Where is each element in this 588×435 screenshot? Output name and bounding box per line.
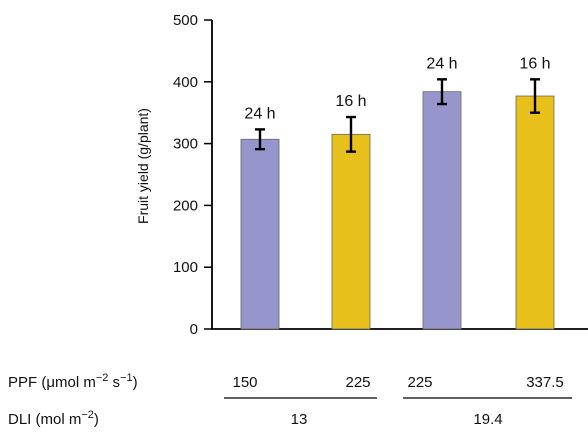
bar [331, 133, 371, 330]
y-axis-label: Fruit yield (g/plant) [135, 108, 151, 224]
bar-label: 16 h [519, 55, 550, 72]
bar-label: 16 h [335, 93, 366, 110]
bar-label: 24 h [244, 105, 275, 122]
ppf-value-2: 225 [345, 374, 370, 391]
bar [422, 91, 462, 330]
bar-label: 24 h [426, 55, 457, 72]
y-tick-label: 400 [173, 74, 198, 91]
bar [240, 138, 280, 330]
y-tick-label: 0 [190, 321, 198, 338]
y-ticks: 0 100 200 300 400 500 [173, 12, 212, 338]
y-tick-label: 300 [173, 136, 198, 153]
ppf-value-1: 150 [232, 374, 257, 391]
bars: 24 h 16 h 24 h 16 h [240, 55, 555, 330]
ppf-value-4: 337.5 [526, 374, 564, 391]
dli-value-1: 13 [291, 411, 308, 428]
bar [515, 95, 555, 330]
dli-row-label: DLI (mol m−2) [8, 409, 99, 428]
ppf-value-3: 225 [407, 374, 432, 391]
ppf-row-label: PPF (μmol m−2 s−1) [8, 372, 138, 391]
y-tick-label: 100 [173, 259, 198, 276]
y-tick-label: 500 [173, 12, 198, 29]
y-tick-label: 200 [173, 197, 198, 214]
dli-value-2: 19.4 [473, 411, 502, 428]
